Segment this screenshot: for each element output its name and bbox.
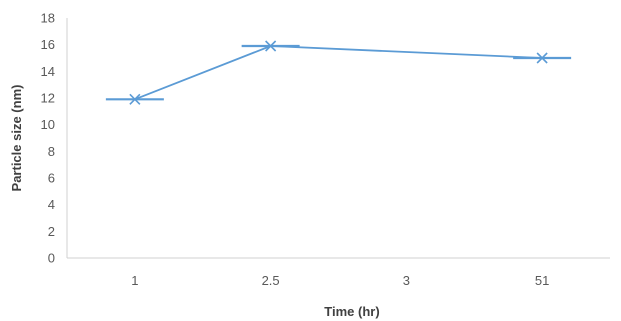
y-tick-label: 8 [48,144,55,159]
y-tick-label: 14 [41,64,55,79]
y-tick-label: 6 [48,171,55,186]
series-line [135,46,542,99]
x-tick-label: 3 [403,273,410,288]
x-tick-label: 2.5 [262,273,280,288]
y-tick-labels: 0 2 4 6 8 10 12 14 16 18 [41,11,55,266]
series-group [106,41,571,104]
y-tick-label: 10 [41,117,55,132]
y-tick-label: 18 [41,11,55,26]
y-tick-label: 2 [48,224,55,239]
x-tick-labels: 1 2.5 3 51 [131,273,549,288]
y-tick-label: 0 [48,251,55,266]
y-tick-label: 4 [48,197,55,212]
x-axis-title: Time (hr) [324,304,379,319]
x-tick-label: 1 [131,273,138,288]
y-tick-label: 12 [41,91,55,106]
y-axis-title: Particle size (nm) [9,85,24,192]
y-tick-label: 16 [41,37,55,52]
x-tick-label: 51 [535,273,549,288]
